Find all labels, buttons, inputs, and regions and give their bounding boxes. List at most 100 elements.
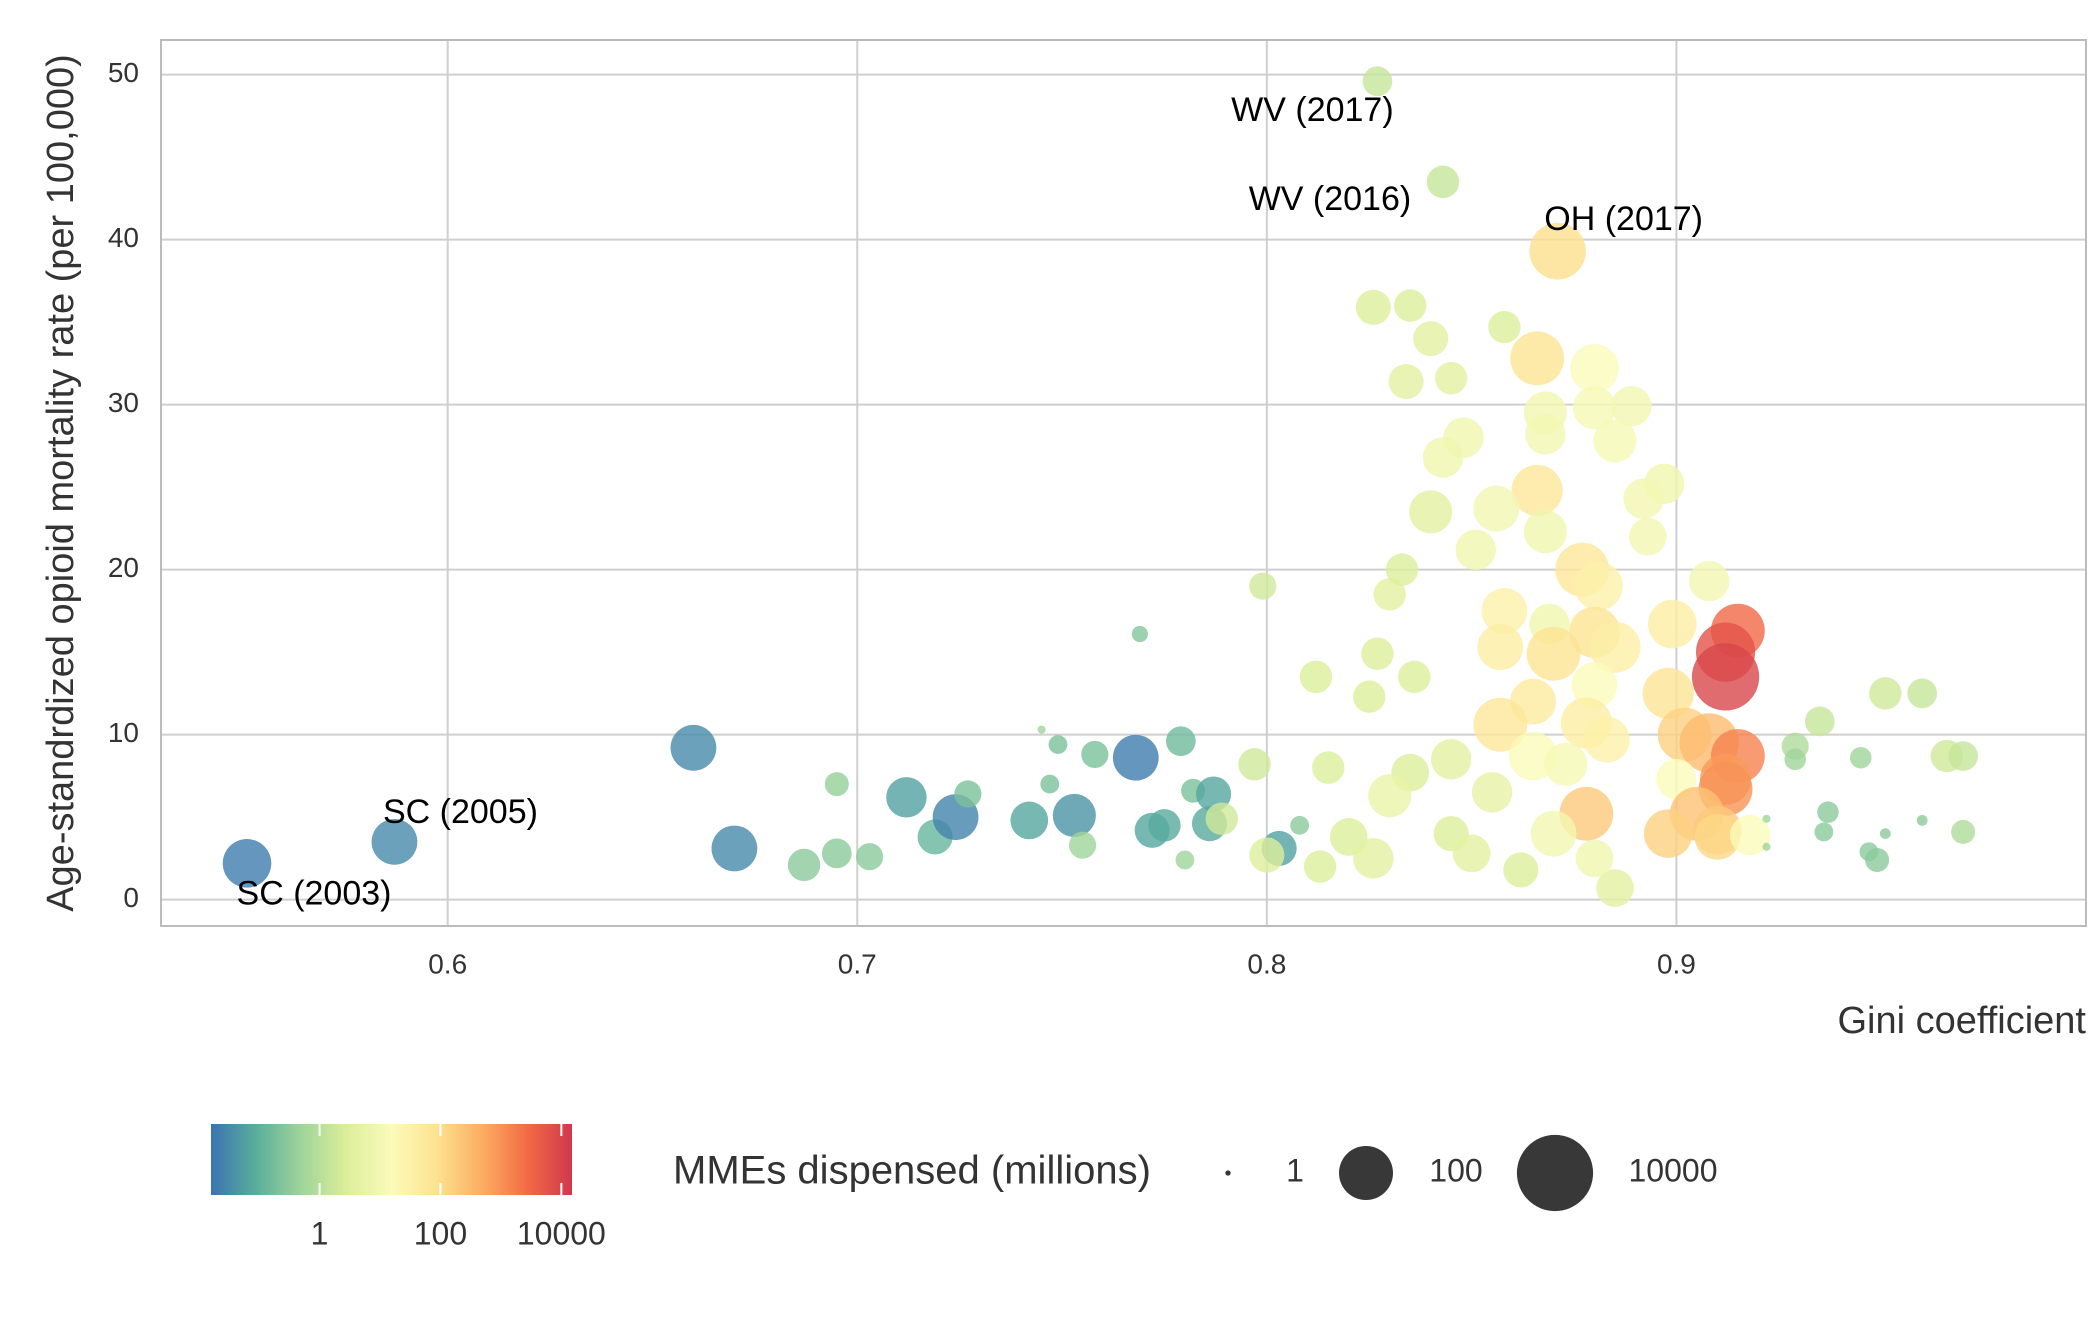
bubble [1865, 847, 1890, 873]
bubble [1010, 801, 1049, 840]
legend: MMEs dispensed (millions) 1 100 10000 1 100 1… [211, 1124, 1717, 1251]
bubble [1948, 741, 1978, 771]
bubble [954, 780, 982, 808]
bubble [1481, 587, 1528, 634]
bubble [1523, 510, 1567, 554]
bubble [1052, 793, 1096, 838]
bubble [1312, 751, 1345, 784]
bubble [1422, 437, 1464, 478]
bubble [1249, 837, 1285, 873]
bubble [1355, 289, 1391, 325]
bubble [1762, 814, 1771, 823]
annotations: SC (2003) SC (2005) WV (2017) WV (2016) OH (… [237, 91, 1703, 912]
bubble [1299, 660, 1333, 694]
bubble [1571, 662, 1618, 709]
bubble [1688, 560, 1730, 602]
bubble [1593, 419, 1637, 463]
bubble [1572, 386, 1617, 430]
colorbar [211, 1124, 572, 1195]
bubble [1430, 739, 1472, 780]
bubble [1643, 809, 1693, 858]
bubble [1691, 643, 1760, 711]
bubble [1879, 828, 1891, 840]
x-tick-label: 0.9 [1657, 948, 1696, 979]
bubble [1869, 677, 1902, 710]
bubble [1426, 165, 1460, 199]
size-legend-label: 100 [1429, 1152, 1482, 1188]
bubble [1694, 814, 1741, 860]
bubble [1623, 478, 1664, 519]
bubble [1529, 222, 1586, 280]
bubble [711, 825, 758, 872]
bubble [1804, 706, 1835, 737]
bubble [1362, 66, 1393, 97]
bubble [1510, 331, 1565, 386]
bubble [1762, 842, 1771, 851]
bubble [1814, 822, 1834, 842]
bubble [1409, 490, 1453, 534]
bubble [1526, 626, 1581, 681]
size-legend-key [1516, 1134, 1594, 1212]
bubble [1589, 621, 1641, 673]
bubble [1303, 850, 1337, 883]
bubble [1849, 746, 1872, 769]
bubble [1040, 774, 1060, 794]
bubble [1398, 660, 1431, 694]
bubble [1388, 363, 1424, 400]
bubble [855, 843, 884, 871]
bubble [1488, 310, 1521, 344]
bubble [1530, 810, 1577, 857]
bubble [371, 818, 418, 865]
bubble [1455, 529, 1496, 571]
bubble [1503, 852, 1539, 888]
bubble [1290, 815, 1310, 835]
bubble [1477, 624, 1524, 671]
bubble [787, 848, 821, 882]
bubble [1081, 740, 1109, 768]
bubble [1525, 414, 1566, 455]
x-tick-label: 0.7 [838, 948, 877, 979]
size-legend-label: 10000 [1629, 1152, 1718, 1188]
bubble [1413, 321, 1449, 357]
y-axis-title: Age-standrdized opioid mortality rate (p… [40, 54, 82, 912]
bubble [1729, 815, 1771, 856]
bubble [1628, 517, 1667, 556]
bubble [1544, 742, 1588, 786]
bubble [1907, 678, 1938, 709]
x-axis-title: Gini coefficient [1837, 1000, 2086, 1042]
panel-border [160, 39, 2087, 927]
colorbar-tick-label: 1 [311, 1215, 329, 1251]
size-legend-title: MMEs dispensed (millions) [673, 1149, 1151, 1193]
bubble [1148, 809, 1181, 842]
bubble [1596, 869, 1634, 907]
bubble [1068, 831, 1097, 859]
bubble [1951, 819, 1976, 844]
bubble [1238, 748, 1271, 781]
bubble [1368, 774, 1412, 818]
bubble [1648, 599, 1697, 649]
bubble [1165, 726, 1196, 757]
bubble [1385, 553, 1419, 586]
size-legend-key [1225, 1170, 1231, 1176]
y-tick-label: 0 [123, 882, 139, 913]
bubble [222, 839, 272, 888]
bubble [1048, 735, 1068, 754]
y-tick-label: 30 [108, 387, 139, 418]
bubble [1434, 362, 1468, 395]
points [222, 66, 1978, 907]
y-tick-label: 40 [108, 222, 139, 253]
y-tick-label: 20 [108, 552, 139, 583]
bubble [1784, 748, 1806, 771]
bubble [1570, 344, 1619, 393]
bubble [1817, 801, 1839, 823]
bubble [1361, 637, 1394, 670]
size-legend-key [1338, 1145, 1394, 1201]
bubble [1642, 667, 1694, 719]
size-legend-label: 1 [1286, 1152, 1304, 1188]
bubble [1575, 839, 1614, 878]
bubble [1511, 464, 1563, 517]
point-label: OH (2017) [1544, 200, 1703, 238]
bubble [1916, 815, 1928, 826]
point-label: WV (2016) [1249, 180, 1412, 218]
y-tick-label: 50 [108, 57, 139, 88]
